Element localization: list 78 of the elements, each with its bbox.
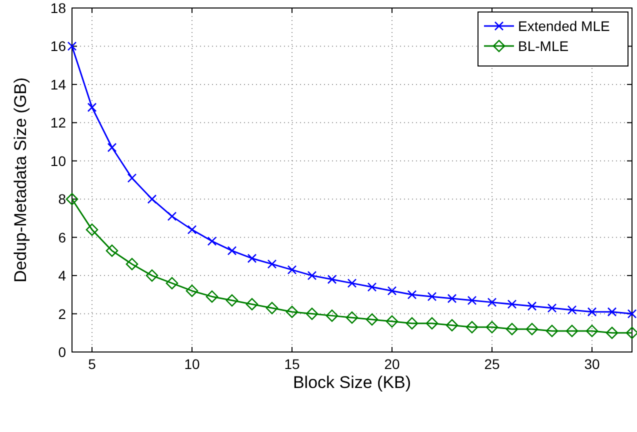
- y-tick-label: 2: [58, 306, 66, 322]
- point: [526, 322, 538, 336]
- point: [86, 224, 98, 236]
- point: [247, 254, 257, 264]
- point: [467, 296, 477, 306]
- x-tick-label: 25: [484, 356, 500, 372]
- point: [527, 301, 537, 311]
- point: [307, 270, 317, 280]
- point: [546, 324, 558, 338]
- point: [326, 310, 338, 322]
- point: [587, 307, 597, 317]
- legend-label: BL-MLE: [518, 38, 569, 54]
- point: [87, 102, 97, 112]
- x-axis-title: Block Size (KB): [292, 373, 412, 392]
- point: [447, 294, 457, 304]
- point: [227, 246, 237, 256]
- y-axis-title: Dedup-Metadata Size (GB): [11, 77, 30, 283]
- point: [367, 282, 377, 292]
- point: [166, 277, 178, 290]
- y-tick-label: 8: [58, 191, 66, 208]
- point: [507, 300, 517, 309]
- point: [306, 308, 318, 320]
- point: [126, 258, 138, 270]
- point: [266, 302, 278, 314]
- point: [226, 294, 238, 307]
- point: [567, 305, 577, 315]
- point: [547, 303, 557, 313]
- y-tick-label: 4: [58, 268, 66, 284]
- point: [186, 284, 198, 297]
- point: [607, 307, 617, 317]
- point: [446, 319, 458, 332]
- point: [386, 315, 398, 328]
- point: [206, 290, 218, 303]
- point: [246, 298, 258, 310]
- legend-label: Extended MLE: [518, 18, 610, 34]
- y-tick-label: 12: [50, 114, 66, 131]
- y-tick-label: 18: [50, 0, 66, 16]
- point: [106, 244, 118, 257]
- x-tick-label: 30: [584, 356, 600, 372]
- point: [207, 236, 217, 246]
- point: [67, 42, 77, 51]
- point: [407, 290, 417, 300]
- point: [506, 322, 518, 336]
- point: [486, 321, 498, 334]
- x-tick-label: 5: [88, 356, 96, 372]
- x-tick-label: 20: [384, 356, 400, 372]
- y-tick-label: 14: [50, 76, 66, 92]
- y-tick-label: 16: [50, 38, 66, 54]
- point: [187, 225, 197, 234]
- point: [287, 265, 297, 274]
- point: [107, 142, 117, 152]
- point: [146, 269, 158, 282]
- y-tick-label: 10: [50, 152, 66, 169]
- point: [466, 321, 478, 334]
- point: [627, 309, 637, 318]
- point: [427, 292, 437, 302]
- point: [606, 326, 618, 340]
- point: [487, 298, 497, 307]
- x-tick-label: 15: [284, 356, 300, 372]
- point: [267, 259, 277, 269]
- point: [586, 324, 598, 338]
- point: [167, 212, 177, 221]
- point: [346, 311, 358, 324]
- point: [626, 326, 637, 340]
- point: [347, 278, 357, 288]
- x-tick-label: 10: [184, 356, 200, 372]
- point: [406, 317, 418, 330]
- point: [327, 274, 337, 284]
- point: [366, 313, 378, 326]
- point: [286, 306, 298, 318]
- point: [387, 286, 397, 296]
- point: [147, 194, 157, 204]
- point: [66, 192, 78, 206]
- y-tick-label: 0: [58, 344, 66, 360]
- point: [127, 173, 137, 183]
- y-tick-label: 6: [58, 229, 66, 246]
- point: [426, 317, 438, 330]
- point: [566, 324, 578, 338]
